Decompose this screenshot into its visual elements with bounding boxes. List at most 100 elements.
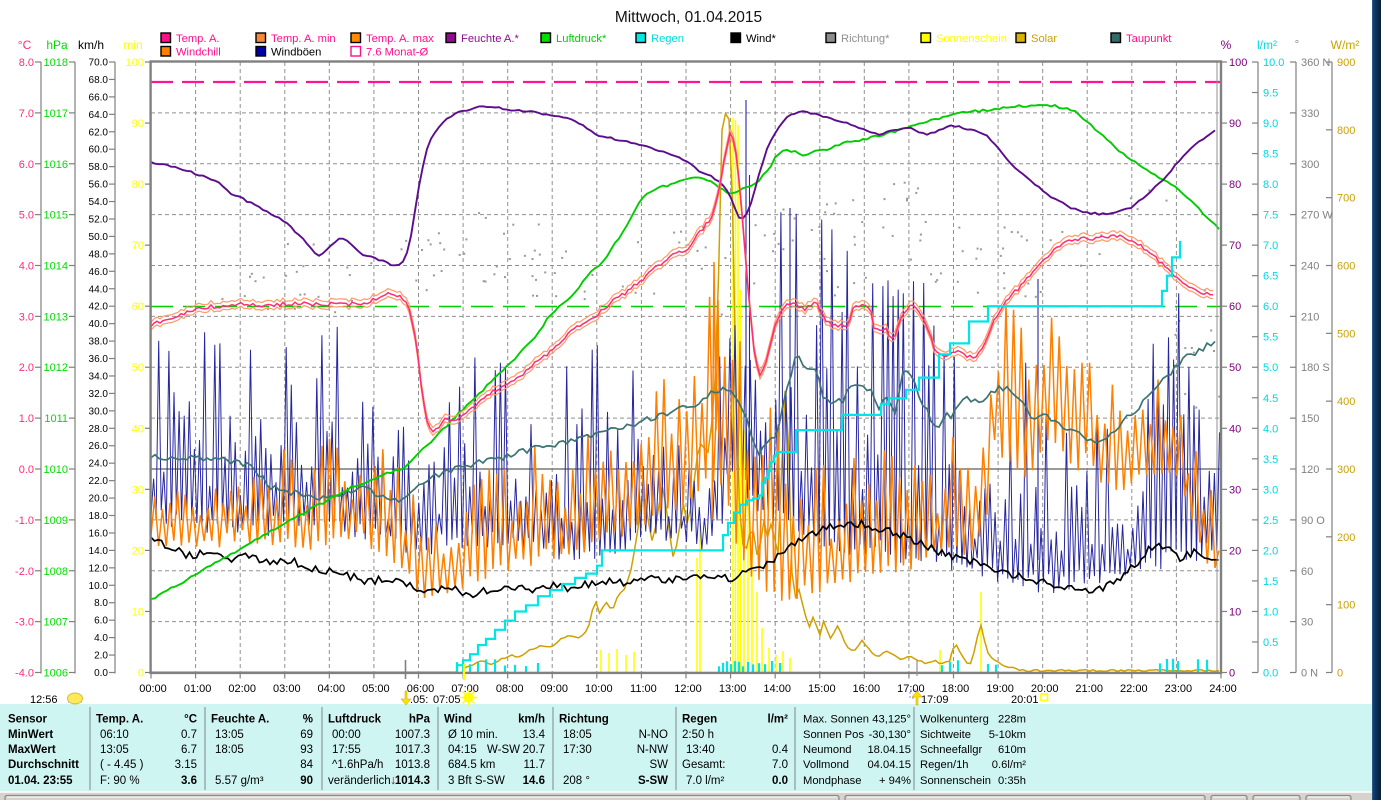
svg-text:7.5: 7.5 (1263, 210, 1278, 222)
svg-text:9.0: 9.0 (1263, 118, 1278, 130)
svg-text:0.7: 0.7 (181, 729, 197, 741)
svg-text:06:10: 06:10 (100, 729, 129, 741)
svg-text:80: 80 (132, 179, 144, 191)
svg-text:270 W: 270 W (1301, 210, 1333, 222)
svg-text:Windchill: Windchill (176, 47, 221, 59)
svg-text:28.0: 28.0 (89, 424, 109, 435)
svg-text:8.0: 8.0 (19, 57, 34, 69)
svg-text:200: 200 (1337, 532, 1355, 544)
svg-text:l/m²: l/m² (768, 714, 789, 726)
svg-text:40: 40 (1229, 423, 1241, 435)
svg-text:70.0: 70.0 (89, 58, 109, 69)
svg-text:66.0: 66.0 (89, 92, 109, 103)
svg-text:30.0: 30.0 (89, 406, 109, 417)
svg-text:0.4: 0.4 (772, 744, 789, 756)
svg-text:Durchschnitt: Durchschnitt (8, 759, 79, 771)
svg-text:18.0: 18.0 (89, 511, 109, 522)
svg-text:18:05: 18:05 (215, 744, 244, 756)
svg-text:04.04.15: 04.04.15 (867, 759, 911, 771)
svg-text:120: 120 (1301, 464, 1319, 476)
svg-text:Richtung: Richtung (559, 714, 609, 726)
svg-text:04:15: 04:15 (448, 744, 477, 756)
svg-text:3.6: 3.6 (181, 775, 197, 787)
svg-text:20: 20 (132, 545, 144, 557)
svg-text:60: 60 (132, 301, 144, 313)
svg-text:62.0: 62.0 (89, 127, 109, 138)
svg-text:50.0: 50.0 (89, 232, 109, 243)
svg-text:52.0: 52.0 (89, 215, 109, 226)
svg-text:24.0: 24.0 (89, 459, 109, 470)
svg-text:4.0: 4.0 (94, 633, 108, 644)
svg-text:14:00: 14:00 (763, 683, 791, 695)
svg-text:60: 60 (1229, 301, 1241, 313)
svg-text:Sonnenschein: Sonnenschein (920, 775, 991, 787)
svg-text:4.0: 4.0 (19, 261, 34, 273)
svg-text:Sonnen Pos: Sonnen Pos (803, 729, 864, 741)
svg-text:1017: 1017 (44, 108, 68, 120)
svg-text:0:35h: 0:35h (998, 775, 1026, 787)
svg-text:0: 0 (138, 668, 144, 680)
svg-text:Vollmond: Vollmond (803, 759, 849, 771)
svg-text:330: 330 (1301, 108, 1319, 120)
svg-text:0.6l/m²: 0.6l/m² (992, 759, 1026, 771)
svg-text:14.0: 14.0 (89, 546, 109, 557)
svg-text:( - 4.45 ): ( - 4.45 ) (100, 759, 144, 771)
svg-text:8.0: 8.0 (1263, 179, 1278, 191)
svg-text:13:05: 13:05 (215, 729, 244, 741)
svg-text:07:05: 07:05 (433, 694, 461, 706)
svg-text:7.6 Monat-Ø: 7.6 Monat-Ø (366, 47, 428, 59)
svg-text:12:00: 12:00 (674, 683, 702, 695)
svg-text:S-SW: S-SW (638, 775, 668, 787)
svg-text:84: 84 (300, 759, 313, 771)
svg-text:Sensor: Sensor (8, 714, 48, 726)
svg-text:34.0: 34.0 (89, 372, 109, 383)
svg-text:43,125°: 43,125° (872, 714, 911, 726)
svg-text:22.0: 22.0 (89, 476, 109, 487)
svg-text:90: 90 (132, 118, 144, 130)
svg-text:70: 70 (132, 240, 144, 252)
svg-text:50: 50 (132, 362, 144, 374)
svg-text:09:00: 09:00 (540, 683, 568, 695)
svg-text:Mittwoch, 01.04.2015: Mittwoch, 01.04.2015 (615, 9, 762, 26)
svg-text:24:00: 24:00 (1209, 683, 1237, 695)
svg-text:1017.3: 1017.3 (395, 744, 430, 756)
svg-text:6.0: 6.0 (94, 616, 108, 627)
svg-text:hPa: hPa (46, 38, 68, 52)
svg-text:40: 40 (132, 423, 144, 435)
svg-text:0 N: 0 N (1301, 668, 1318, 680)
svg-text:03:00: 03:00 (273, 683, 301, 695)
svg-text:-1.0: -1.0 (15, 515, 34, 527)
svg-text:1.0: 1.0 (1263, 607, 1278, 619)
svg-text:90 O: 90 O (1301, 515, 1325, 527)
svg-text:150: 150 (1301, 413, 1319, 425)
svg-text:210: 210 (1301, 311, 1319, 323)
svg-text:1012: 1012 (44, 362, 68, 374)
svg-text:15:00: 15:00 (808, 683, 836, 695)
svg-text:Max. Sonnen: Max. Sonnen (803, 714, 869, 726)
svg-text:7.0 l/m²: 7.0 l/m² (686, 775, 725, 787)
svg-text:Luftdruck*: Luftdruck* (556, 33, 607, 45)
svg-text:min: min (123, 38, 142, 52)
svg-text:05:00: 05:00 (362, 683, 390, 695)
svg-text:06:00: 06:00 (407, 683, 435, 695)
svg-text:42.0: 42.0 (89, 302, 109, 313)
svg-text:700: 700 (1337, 193, 1355, 205)
svg-text:0.5: 0.5 (1263, 637, 1278, 649)
svg-text:12:56: 12:56 (30, 694, 58, 706)
svg-text:5.5: 5.5 (1263, 332, 1278, 344)
svg-text:32.0: 32.0 (89, 389, 109, 400)
svg-text:W-SW: W-SW (487, 744, 520, 756)
svg-text:17:09: 17:09 (921, 694, 949, 706)
svg-text:08:00: 08:00 (496, 683, 524, 695)
svg-text:1016: 1016 (44, 159, 68, 171)
svg-text:12.0: 12.0 (89, 563, 109, 574)
svg-text:1007.3: 1007.3 (395, 729, 430, 741)
svg-text:Regen: Regen (682, 714, 717, 726)
svg-text:veränderlich: veränderlich (328, 775, 391, 787)
svg-text:-30,130°: -30,130° (869, 729, 911, 741)
svg-text:23:00: 23:00 (1165, 683, 1193, 695)
svg-text:Taupunkt: Taupunkt (1126, 33, 1172, 45)
svg-text:30: 30 (132, 484, 144, 496)
svg-text:70: 70 (1229, 240, 1241, 252)
svg-text:6.5: 6.5 (1263, 271, 1278, 283)
